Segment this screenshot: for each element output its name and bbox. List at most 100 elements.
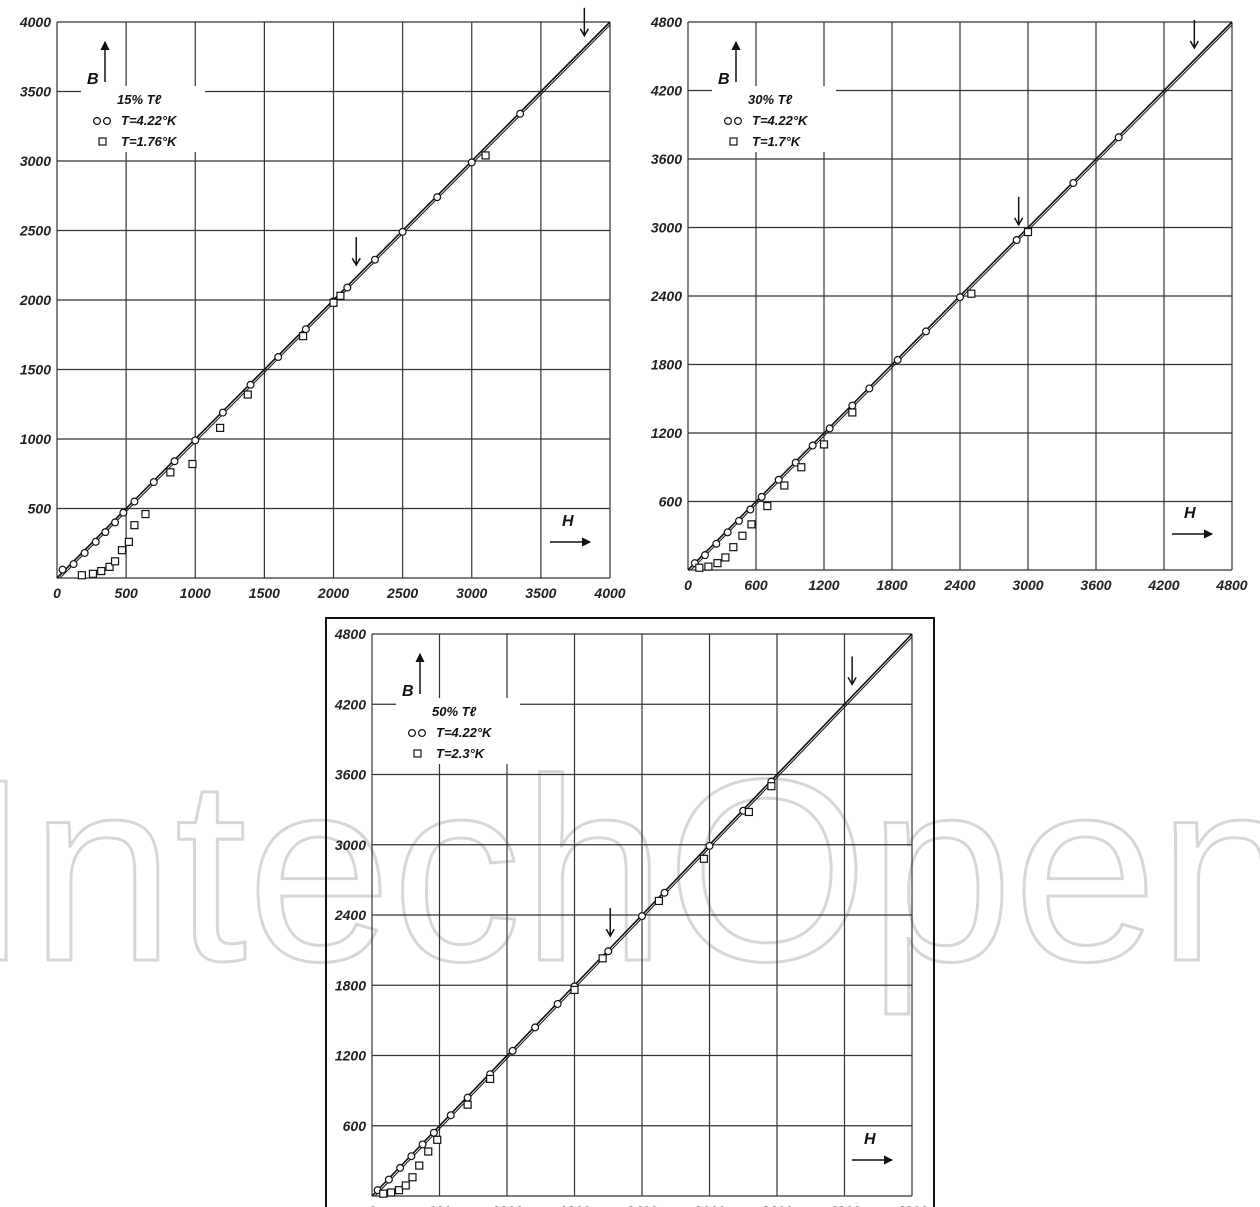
- legend-marker-circle: [723, 116, 732, 125]
- y-tick-label: 2500: [19, 223, 51, 239]
- data-point-circle: [808, 441, 817, 450]
- data-point-circle: [893, 355, 902, 364]
- data-marks: [690, 133, 1123, 572]
- x-tick-label: 2500: [386, 585, 418, 601]
- x-axis-label: H: [562, 513, 574, 530]
- data-point-circle: [723, 528, 732, 537]
- x-axis-arrow-head: [581, 537, 592, 547]
- y-axis-label: B: [718, 71, 730, 88]
- data-point-circle: [734, 516, 743, 525]
- y-tick-label: 3000: [335, 837, 366, 853]
- tick-labels: 0 600 1200 1800 2400 3000 3600 4200 4800 600 1200 1…: [334, 626, 928, 1207]
- x-axis-arrow-head: [883, 1155, 894, 1165]
- data-point-square: [117, 546, 127, 555]
- x-tick-label: 3600: [761, 1203, 792, 1207]
- legend-marker-circle: [418, 728, 427, 737]
- data-point-circle: [446, 1111, 455, 1120]
- watermark-text: IntechOpen: [0, 726, 1260, 1017]
- data-point-circle: [433, 193, 442, 202]
- data-point-circle: [739, 806, 748, 815]
- data-point-square: [166, 468, 175, 477]
- y-tick-label: 2400: [334, 907, 366, 923]
- data-point-circle: [700, 551, 709, 560]
- data-point-square: [744, 807, 753, 817]
- data-point-square: [110, 557, 120, 566]
- data-point-square: [336, 291, 345, 300]
- data-point-square: [379, 1189, 388, 1198]
- data-point-circle: [246, 380, 255, 389]
- x-axis-label: H: [1184, 505, 1196, 522]
- x-tick-label: 3500: [525, 585, 556, 601]
- data-point-circle: [101, 528, 110, 537]
- data-point-circle: [767, 777, 776, 786]
- transition-arrow-head: [1189, 40, 1199, 50]
- data-point-square: [713, 559, 722, 568]
- data-point-circle: [1012, 236, 1021, 245]
- data-point-square: [721, 553, 730, 562]
- data-point-circle: [149, 478, 158, 487]
- data-point-circle: [467, 158, 476, 167]
- grid: [687, 21, 1233, 571]
- data-point-square: [767, 782, 776, 791]
- legend-title: 15% Tℓ: [117, 92, 162, 107]
- x-tick-label: 3000: [456, 585, 487, 601]
- data-point-circle: [848, 401, 857, 410]
- data-point-circle: [119, 508, 128, 517]
- x-tick-label: 0: [368, 1203, 376, 1207]
- y-tick-label: 4200: [334, 696, 366, 712]
- transition-arrow-head: [579, 28, 590, 38]
- x-tick-label: 1200: [808, 577, 839, 593]
- data-point-square: [433, 1135, 442, 1144]
- data-point-circle: [791, 458, 800, 467]
- data-point-square: [463, 1100, 472, 1109]
- data-point-square: [329, 298, 338, 307]
- data-point-circle: [396, 1163, 405, 1172]
- data-point-square: [141, 509, 150, 519]
- transition-arrow-head: [847, 677, 857, 686]
- line-layer: [371, 633, 913, 1197]
- legend-entry-2: T=2.3°K: [436, 746, 486, 761]
- data-marks: [373, 777, 776, 1198]
- y-tick-label: 1500: [20, 362, 51, 378]
- y-tick-label: 4800: [650, 14, 682, 30]
- data-point-circle: [370, 255, 379, 264]
- legend-marker-square: [413, 749, 422, 758]
- data-point-circle: [705, 841, 714, 850]
- data-point-circle: [690, 559, 699, 568]
- legend-entry-2: T=1.76°K: [121, 134, 178, 149]
- data-point-circle: [191, 436, 200, 445]
- data-point-square: [408, 1173, 417, 1182]
- data-point-circle: [329, 297, 338, 306]
- y-axis-arrow-head: [731, 40, 741, 51]
- y-tick-label: 3000: [20, 153, 51, 169]
- diagonal-line-secondary: [59, 24, 611, 579]
- y-axis-arrow-head: [415, 652, 425, 663]
- data-point-circle: [1069, 178, 1078, 187]
- legend-marker-circle: [102, 116, 111, 125]
- x-tick-label: 1000: [180, 585, 211, 601]
- legend-marker-square: [98, 137, 107, 146]
- x-tick-label: 1200: [491, 1203, 522, 1207]
- y-tick-label: 4800: [334, 626, 366, 642]
- data-point-square: [848, 408, 857, 417]
- data-point-square: [424, 1147, 433, 1156]
- data-point-square: [394, 1186, 404, 1195]
- x-tick-label: 500: [114, 585, 138, 601]
- data-point-square: [763, 501, 772, 511]
- data-point-circle: [746, 505, 755, 514]
- data-point-circle: [343, 283, 352, 292]
- transition-arrow-head: [605, 928, 615, 938]
- grid: [325, 617, 935, 1207]
- x-tick-label: 1500: [249, 585, 280, 601]
- data-point-circle: [130, 497, 139, 506]
- data-point-square: [738, 531, 747, 540]
- data-point-square: [797, 463, 806, 472]
- data-point-circle: [429, 1128, 438, 1137]
- x-tick-label: 600: [744, 577, 768, 593]
- data-point-square: [695, 563, 704, 572]
- y-tick-label: 600: [343, 1118, 367, 1134]
- data-point-circle: [274, 352, 283, 361]
- data-point-circle: [921, 327, 930, 336]
- data-point-circle: [80, 548, 89, 557]
